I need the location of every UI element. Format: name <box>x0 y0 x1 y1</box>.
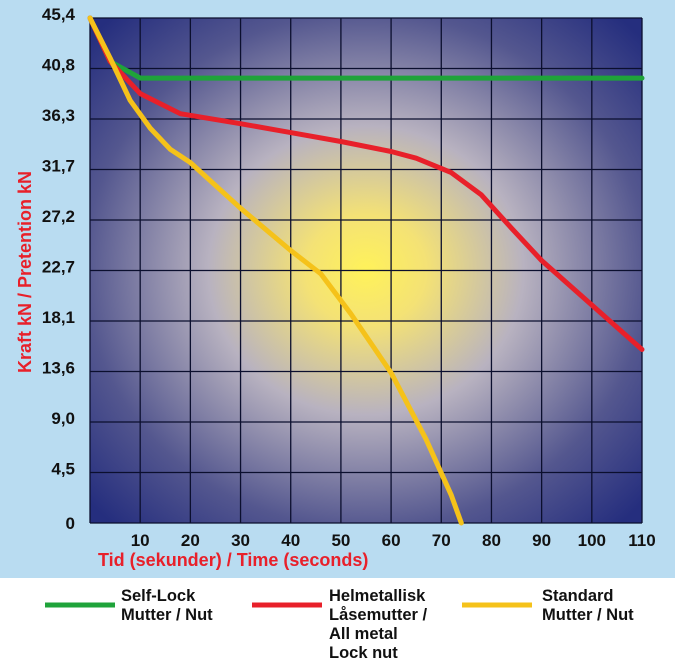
y-tick-label: 40,8 <box>42 56 75 75</box>
x-tick-label: 90 <box>532 531 551 550</box>
legend-entry-all-metal: Helmetallisk Låsemutter / All metal Lock… <box>252 587 428 662</box>
x-tick-label: 20 <box>181 531 200 550</box>
x-tick-label: 10 <box>131 531 150 550</box>
x-axis-title: Tid (sekunder) / Time (seconds) <box>98 550 368 570</box>
y-tick-label: 18,1 <box>42 308 75 327</box>
x-tick-label: 100 <box>578 531 606 550</box>
y-tick-label: 0 <box>66 514 75 533</box>
y-tick-label: 22,7 <box>42 258 75 277</box>
legend-label-line: Mutter / Nut <box>542 606 634 624</box>
y-tick-labels: 0 4,5 9,0 13,6 18,1 22,7 27,2 31,7 36,3 40,8 45,4 <box>42 5 76 533</box>
legend-label-line: Standard <box>542 587 614 605</box>
legend-label-line: Self-Lock <box>121 587 196 605</box>
x-tick-label: 80 <box>482 531 501 550</box>
x-tick-label: 70 <box>432 531 451 550</box>
legend-label-line: All metal <box>329 625 398 643</box>
grid-lines <box>89 17 643 524</box>
y-tick-label: 31,7 <box>42 157 75 176</box>
y-axis-title: Kraft kN / Pretention kN <box>15 171 35 373</box>
y-tick-label: 36,3 <box>42 106 75 125</box>
x-tick-label: 30 <box>231 531 250 550</box>
series-lines <box>87 15 645 526</box>
legend-label-line: Mutter / Nut <box>121 606 213 624</box>
y-tick-label: 4,5 <box>51 460 75 479</box>
series-line-standard <box>87 15 464 526</box>
y-tick-label: 9,0 <box>51 409 75 428</box>
x-tick-labels: 10 20 30 40 50 60 70 80 90 100 110 <box>131 531 656 550</box>
legend-label-line: Lock nut <box>329 644 398 662</box>
y-tick-label: 27,2 <box>42 207 75 226</box>
legend-label-line: Låsemutter / <box>329 606 428 624</box>
legend: Self-Lock Mutter / Nut Helmetallisk Låse… <box>45 587 634 662</box>
legend-entry-standard: Standard Mutter / Nut <box>462 587 634 624</box>
x-tick-label: 50 <box>331 531 350 550</box>
y-tick-label: 45,4 <box>42 5 76 24</box>
x-tick-label: 110 <box>628 531 655 550</box>
series-line-all-metal <box>87 15 645 352</box>
y-tick-label: 13,6 <box>42 359 75 378</box>
x-tick-label: 40 <box>281 531 300 550</box>
x-tick-label: 60 <box>382 531 401 550</box>
legend-label-line: Helmetallisk <box>329 587 426 605</box>
legend-entry-self-lock: Self-Lock Mutter / Nut <box>45 587 213 624</box>
